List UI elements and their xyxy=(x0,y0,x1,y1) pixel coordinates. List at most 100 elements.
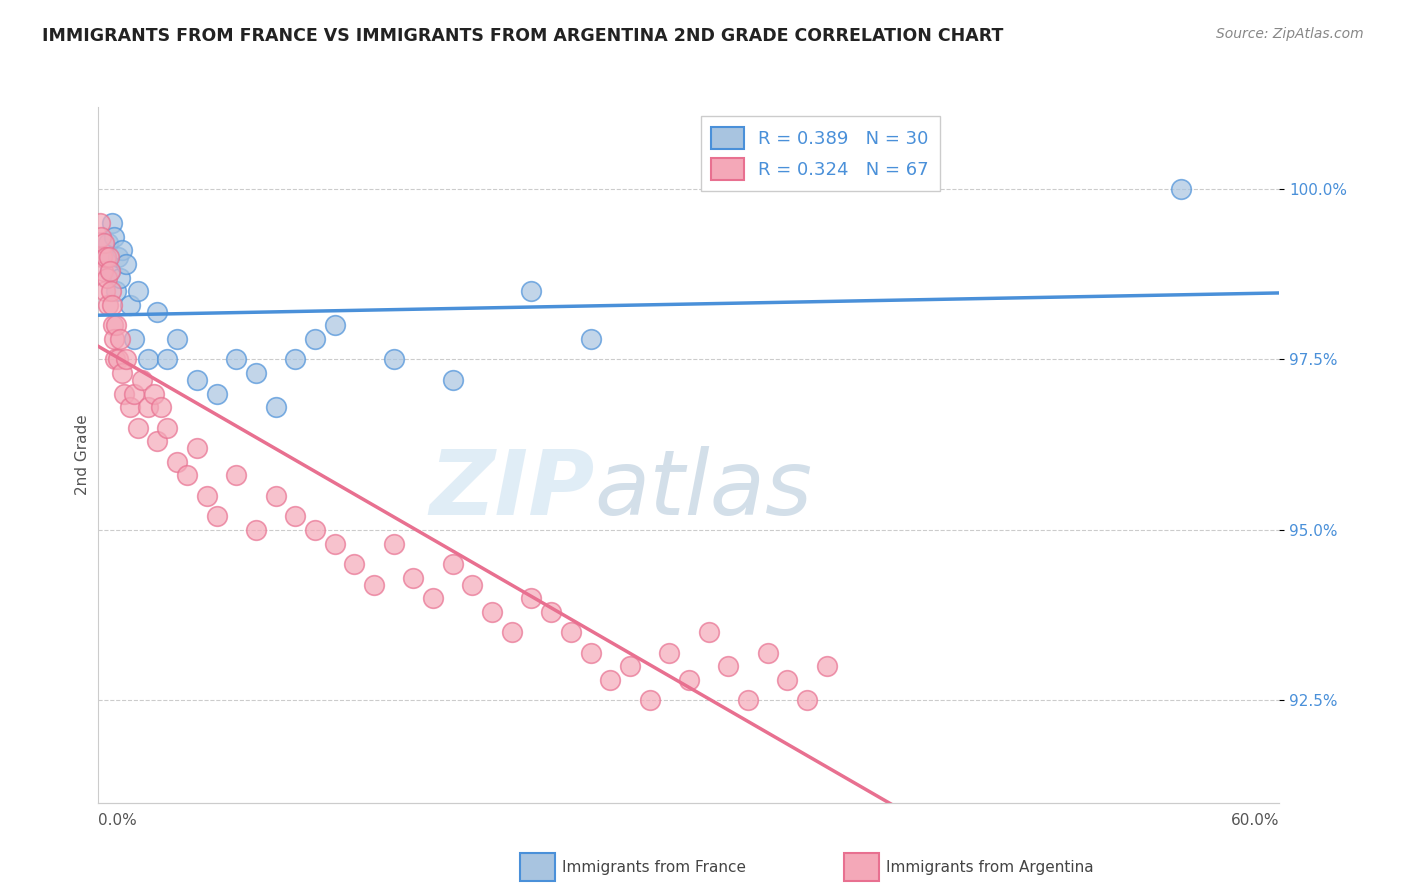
Point xyxy=(195,489,218,503)
Point xyxy=(166,455,188,469)
Point xyxy=(579,332,602,346)
Point xyxy=(697,625,720,640)
Point xyxy=(156,420,179,434)
Point xyxy=(111,244,134,258)
Point xyxy=(323,318,346,333)
Point xyxy=(245,366,267,380)
Point xyxy=(103,229,125,244)
Point xyxy=(101,216,124,230)
Point xyxy=(98,264,121,278)
Point xyxy=(382,536,405,550)
Point xyxy=(815,659,838,673)
Point xyxy=(796,693,818,707)
Point xyxy=(142,386,165,401)
Point xyxy=(100,284,122,298)
Point xyxy=(186,373,208,387)
Point xyxy=(205,509,228,524)
Point xyxy=(166,332,188,346)
Point xyxy=(186,441,208,455)
Point xyxy=(101,298,124,312)
Point xyxy=(560,625,582,640)
Point xyxy=(115,352,138,367)
Text: IMMIGRANTS FROM FRANCE VS IMMIGRANTS FROM ARGENTINA 2ND GRADE CORRELATION CHART: IMMIGRANTS FROM FRANCE VS IMMIGRANTS FRO… xyxy=(42,27,1004,45)
Text: 60.0%: 60.0% xyxy=(1232,813,1279,828)
Point xyxy=(382,352,405,367)
Point xyxy=(108,332,131,346)
Point xyxy=(461,577,484,591)
Point xyxy=(112,386,135,401)
Point xyxy=(205,386,228,401)
Legend: R = 0.389   N = 30, R = 0.324   N = 67: R = 0.389 N = 30, R = 0.324 N = 67 xyxy=(700,116,939,191)
Point xyxy=(122,332,145,346)
Point xyxy=(96,250,118,264)
Point xyxy=(107,250,129,264)
Point xyxy=(520,591,543,606)
Text: ZIP: ZIP xyxy=(429,446,595,533)
Text: Immigrants from Argentina: Immigrants from Argentina xyxy=(886,860,1094,874)
Point xyxy=(97,298,120,312)
Point xyxy=(150,400,173,414)
Point xyxy=(717,659,740,673)
Point xyxy=(146,304,169,318)
Point xyxy=(94,284,117,298)
Point xyxy=(540,605,562,619)
Point xyxy=(98,264,121,278)
Y-axis label: 2nd Grade: 2nd Grade xyxy=(75,415,90,495)
Point xyxy=(98,250,121,264)
Point xyxy=(264,489,287,503)
Point xyxy=(115,257,138,271)
Point xyxy=(146,434,169,449)
Point xyxy=(122,386,145,401)
Point xyxy=(103,332,125,346)
Point xyxy=(441,557,464,571)
Point xyxy=(136,400,159,414)
Point xyxy=(304,332,326,346)
Point xyxy=(96,270,118,285)
Point xyxy=(481,605,503,619)
Point xyxy=(91,250,114,264)
Point xyxy=(343,557,366,571)
Point xyxy=(579,646,602,660)
Point xyxy=(520,284,543,298)
Point xyxy=(90,229,112,244)
Point xyxy=(422,591,444,606)
Point xyxy=(131,373,153,387)
Point xyxy=(118,298,141,312)
Point xyxy=(156,352,179,367)
Point xyxy=(89,216,111,230)
Point xyxy=(284,352,307,367)
Point xyxy=(658,646,681,660)
Point xyxy=(245,523,267,537)
Point xyxy=(284,509,307,524)
Point xyxy=(97,236,120,251)
Point xyxy=(323,536,346,550)
Point xyxy=(756,646,779,660)
Point xyxy=(136,352,159,367)
Point xyxy=(107,352,129,367)
Point xyxy=(776,673,799,687)
Point xyxy=(599,673,621,687)
Point xyxy=(304,523,326,537)
Text: Immigrants from France: Immigrants from France xyxy=(562,860,747,874)
Point xyxy=(93,264,115,278)
Text: 0.0%: 0.0% xyxy=(98,813,138,828)
Point xyxy=(111,366,134,380)
Point xyxy=(127,284,149,298)
Point xyxy=(105,318,128,333)
Point xyxy=(225,352,247,367)
Point xyxy=(363,577,385,591)
Point xyxy=(118,400,141,414)
Point xyxy=(501,625,523,640)
Point xyxy=(678,673,700,687)
Point xyxy=(225,468,247,483)
Text: atlas: atlas xyxy=(595,446,813,533)
Point xyxy=(638,693,661,707)
Point xyxy=(619,659,641,673)
Point xyxy=(93,236,115,251)
Point xyxy=(264,400,287,414)
Point xyxy=(96,250,118,264)
Point xyxy=(127,420,149,434)
Point xyxy=(104,352,127,367)
Point xyxy=(108,270,131,285)
Point xyxy=(176,468,198,483)
